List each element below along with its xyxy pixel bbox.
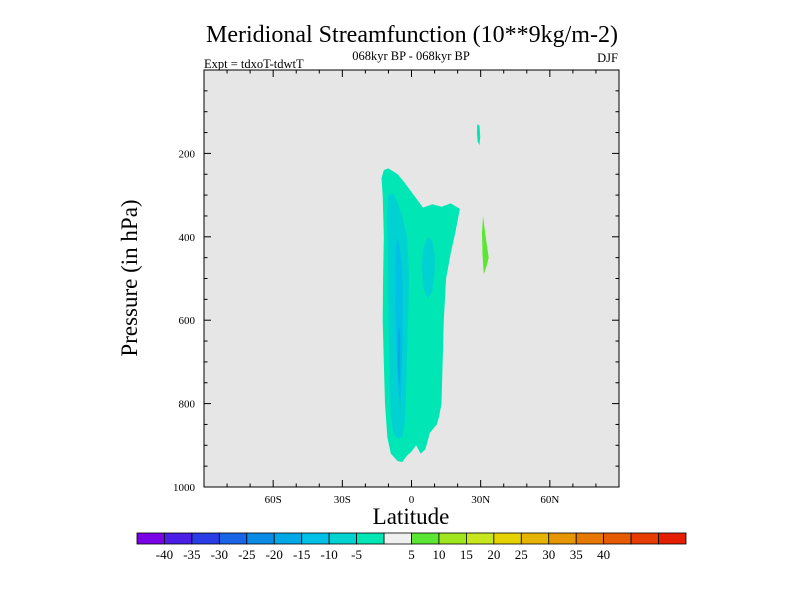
- colorbar-swatch: [411, 532, 440, 545]
- y-tick-labels: 200 400 600 800 1000: [173, 148, 196, 494]
- contour-region-3: [395, 236, 403, 404]
- colorbar-label: -20: [266, 547, 283, 562]
- colorbar-label: 5: [408, 547, 415, 562]
- colorbar-label: 35: [570, 547, 583, 562]
- season-label: DJF: [597, 51, 618, 65]
- x-tick-labels: 60S 30S 0 30N 60N: [265, 494, 560, 506]
- colorbar-swatch: [658, 532, 687, 545]
- colorbar-label: -5: [351, 547, 362, 562]
- x-tick-label: 60N: [540, 494, 559, 506]
- x-tick-label: 30S: [334, 494, 351, 506]
- colorbar-swatch: [520, 532, 550, 545]
- colorbar-label: 40: [597, 547, 610, 562]
- contour-region-5: [477, 124, 481, 146]
- colorbar-label: 10: [432, 547, 445, 562]
- y-tick-label: 1000: [173, 482, 196, 494]
- y-tick-label: 400: [179, 232, 196, 244]
- colorbar-swatch: [301, 532, 330, 545]
- colorbar-swatch: [328, 532, 357, 545]
- colorbar-label: 20: [487, 547, 500, 562]
- contour-region-6: [482, 215, 489, 275]
- y-tick-label: 800: [179, 399, 196, 411]
- experiment-label: Expt = tdxoT-tdwtT: [204, 57, 304, 71]
- colorbar-label: -40: [156, 547, 173, 562]
- colorbar-swatch: [356, 532, 385, 545]
- colorbar-label: 30: [542, 547, 555, 562]
- colorbar-label: 15: [460, 547, 473, 562]
- colorbar-label: -30: [211, 547, 228, 562]
- y-axis-label: Pressure (in hPa): [117, 199, 142, 356]
- x-axis-label: Latitude: [373, 504, 450, 529]
- colorbar-swatch: [136, 532, 165, 545]
- y-tick-label: 200: [179, 148, 196, 160]
- colorbar-label: -25: [238, 547, 255, 562]
- colorbar-swatch: [630, 532, 659, 545]
- contour-region-4: [397, 328, 401, 387]
- colorbar: [136, 532, 687, 545]
- colorbar-swatch: [246, 532, 275, 545]
- x-tick-label: 60S: [265, 494, 282, 506]
- colorbar-swatch: [465, 532, 495, 545]
- x-tick-label: 30N: [471, 494, 490, 506]
- colorbar-swatch: [164, 532, 193, 545]
- colorbar-label: -15: [293, 547, 310, 562]
- colorbar-label: -35: [183, 547, 200, 562]
- chart-title: Meridional Streamfunction (10**9kg/m-2): [206, 22, 618, 48]
- colorbar-swatch: [493, 532, 522, 545]
- plot-area: 60S 30S 0 30N 60N 200 400 600 800 1000: [173, 69, 620, 506]
- chart-subtitle: 068kyr BP - 068kyr BP: [352, 49, 470, 63]
- colorbar-swatch: [273, 532, 303, 545]
- contour-regions: [381, 124, 489, 462]
- y-tick-label: 600: [179, 315, 196, 327]
- colorbar-label: 25: [515, 547, 528, 562]
- colorbar-swatch: [575, 532, 605, 545]
- colorbar-swatch: [548, 532, 577, 545]
- colorbar-swatch: [191, 532, 220, 545]
- colorbar-swatch: [603, 532, 632, 545]
- x-tick-label: 0: [409, 494, 415, 506]
- contour-region-2: [421, 236, 435, 300]
- colorbar-swatch: [218, 532, 248, 545]
- colorbar-label: -10: [320, 547, 337, 562]
- axis-ticks: [203, 69, 620, 488]
- colorbar-swatch: [383, 532, 412, 545]
- colorbar-labels: -40 -35 -30 -25 -20 -15 -10 -5 5 10 15 20 25 30 35 40: [156, 547, 610, 562]
- colorbar-swatch: [438, 532, 467, 545]
